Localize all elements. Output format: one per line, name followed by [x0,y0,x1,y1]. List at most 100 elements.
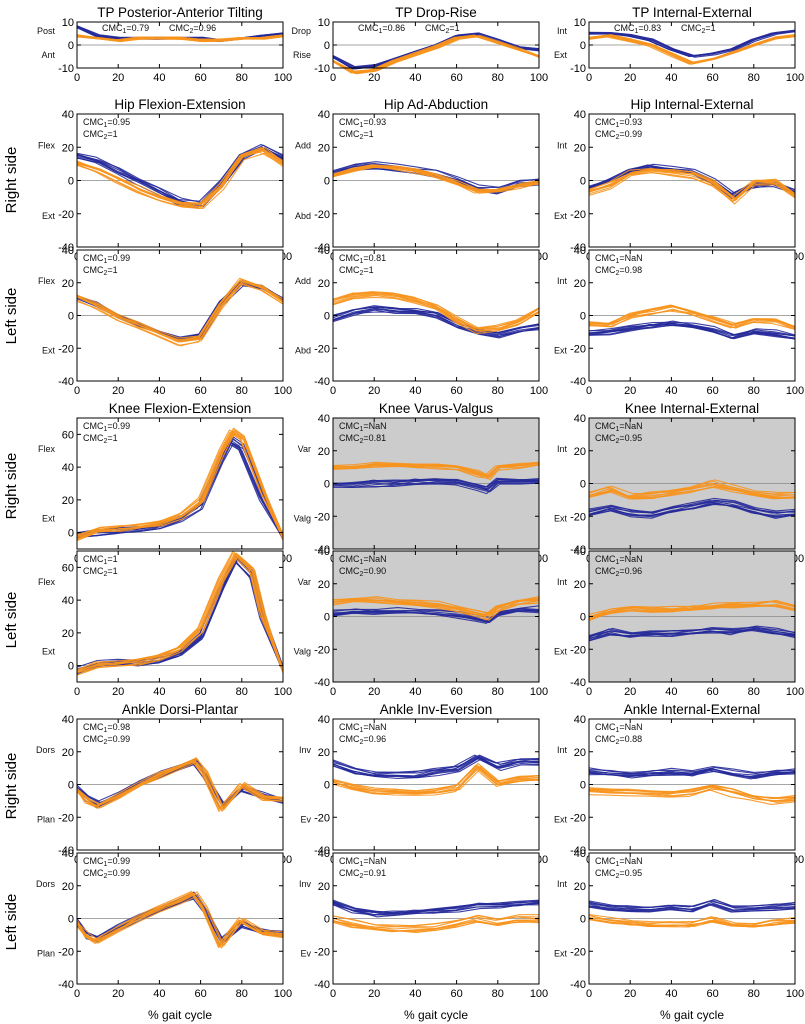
y-tick-label: -40 [570,677,586,689]
panel-title: Hip Internal-External [630,97,753,112]
row-labels: Right side Left side Right side Left sid… [3,147,20,951]
panel-title: TP Internal-External [632,5,752,20]
series-line-orange [588,918,796,928]
chart-panel: Ankle Inv-Eversion-40-200204002040608010… [299,702,548,866]
cmc-annotation: CMC2=1 [339,129,374,141]
cmc-annotation: CMC1=0.99 [83,421,130,433]
y-tick-label: 60 [62,562,74,574]
series-line-orange [588,789,796,805]
x-tick-label: 0 [74,385,80,397]
series-line-blue [332,755,540,775]
x-tick-label: 100 [274,686,292,698]
y-tick-label: 20 [318,446,330,458]
y-tick-label: 0 [68,40,74,52]
y-tick-label: 40 [62,848,74,860]
y-tick-label: -40 [58,242,74,254]
panel-title: TP Posterior-Anterior Tilting [97,5,263,20]
y-tick-label: 20 [318,747,330,759]
y-tick-label: 0 [324,176,330,188]
y-tick-label: -20 [58,343,74,355]
series-line-orange [332,600,540,621]
x-tick-label: 60 [450,686,462,698]
series-line-blue [588,503,796,518]
series-line-orange [332,166,540,194]
x-tick-label: 60 [450,385,462,397]
x-tick-label: 100 [530,385,548,397]
y-tick-label: 0 [68,780,74,792]
direction-label-positive: Int [557,444,568,454]
chart-panel: Ankle Dorsi-Plantar-40-20020400204060801… [36,702,292,866]
direction-label-positive: Var [298,577,311,587]
x-tick-label: 0 [74,72,80,84]
series-line-orange [588,604,796,622]
series-line-orange [588,787,796,802]
series-line-orange [588,309,796,330]
series-line-blue [588,630,796,640]
y-tick-label: 0 [580,40,586,52]
y-tick-label: 40 [574,848,586,860]
cmc-annotation: CMC2=0.95 [595,433,642,445]
x-tick-label: 20 [624,385,636,397]
direction-label-positive: Int [557,141,568,151]
cmc-annotation: CMC2=0.88 [595,734,642,746]
y-tick-label: 40 [318,714,330,726]
x-tick-label: 80 [748,385,760,397]
y-tick-label: 20 [318,278,330,290]
x-tick-label: 0 [330,988,336,1000]
y-tick-label: -20 [570,644,586,656]
series-line-orange [332,292,540,330]
y-tick-label: 40 [574,245,586,257]
y-tick-label: 20 [62,495,74,507]
direction-label-negative: Ext [42,646,56,656]
cmc-annotation: CMC1=NaN [339,722,387,734]
y-tick-label: 0 [324,479,330,491]
x-tick-label: 20 [368,72,380,84]
x-tick-label: 0 [74,686,80,698]
series-line-orange [588,785,796,802]
series-line-blue [332,610,540,623]
y-tick-label: 10 [318,17,330,29]
series-line-blue [588,321,796,336]
panel-title: Knee Flexion-Extension [109,401,252,416]
x-tick-label: 40 [665,385,677,397]
series-line-orange [76,759,284,810]
chart-panel: -40 -20 0 20 40 0 20 40 60 80 100 Flex Ext CMC1=0.99C… [38,245,292,397]
cmc-annotation: CMC2=1 [681,23,716,35]
x-tick-label: 80 [492,988,504,1000]
x-tick-label: 100 [530,72,548,84]
direction-label-negative: Ext [554,814,568,824]
series-line-blue [588,499,796,514]
series-line-orange [332,462,540,478]
x-tick-label: 40 [665,988,677,1000]
series-line-blue [332,482,540,495]
y-tick-label: -20 [314,209,330,221]
y-tick-label: -40 [314,845,330,857]
y-tick-label: 60 [62,429,74,441]
series-line-blue [588,904,796,913]
y-tick-label: 20 [574,747,586,759]
y-tick-label: 0 [324,311,330,323]
x-tick-label: 20 [624,686,636,698]
cmc-annotation: CMC2=0.99 [83,868,130,880]
x-tick-label: 0 [330,385,336,397]
series-line-orange [76,279,284,341]
y-tick-label: 20 [318,881,330,893]
y-tick-label: 40 [62,595,74,607]
cmc-annotation: CMC1=NaN [595,253,643,265]
y-tick-label: 20 [62,142,74,154]
y-tick-label: 10 [574,17,586,29]
y-tick-label: 40 [318,848,330,860]
x-tick-label: 60 [706,686,718,698]
panel-title: Ankle Internal-External [624,702,761,717]
y-tick-label: 40 [62,462,74,474]
x-tick-label: 80 [748,72,760,84]
y-tick-label: -20 [314,343,330,355]
y-tick-label: -40 [58,845,74,857]
cmc-annotation: CMC1=0.99 [83,253,130,265]
series-line-blue [332,610,540,624]
x-tick-label: 40 [153,72,165,84]
cmc-annotation: CMC2=0.99 [83,734,130,746]
x-tick-label: 20 [368,988,380,1000]
x-tick-label: 20 [368,686,380,698]
